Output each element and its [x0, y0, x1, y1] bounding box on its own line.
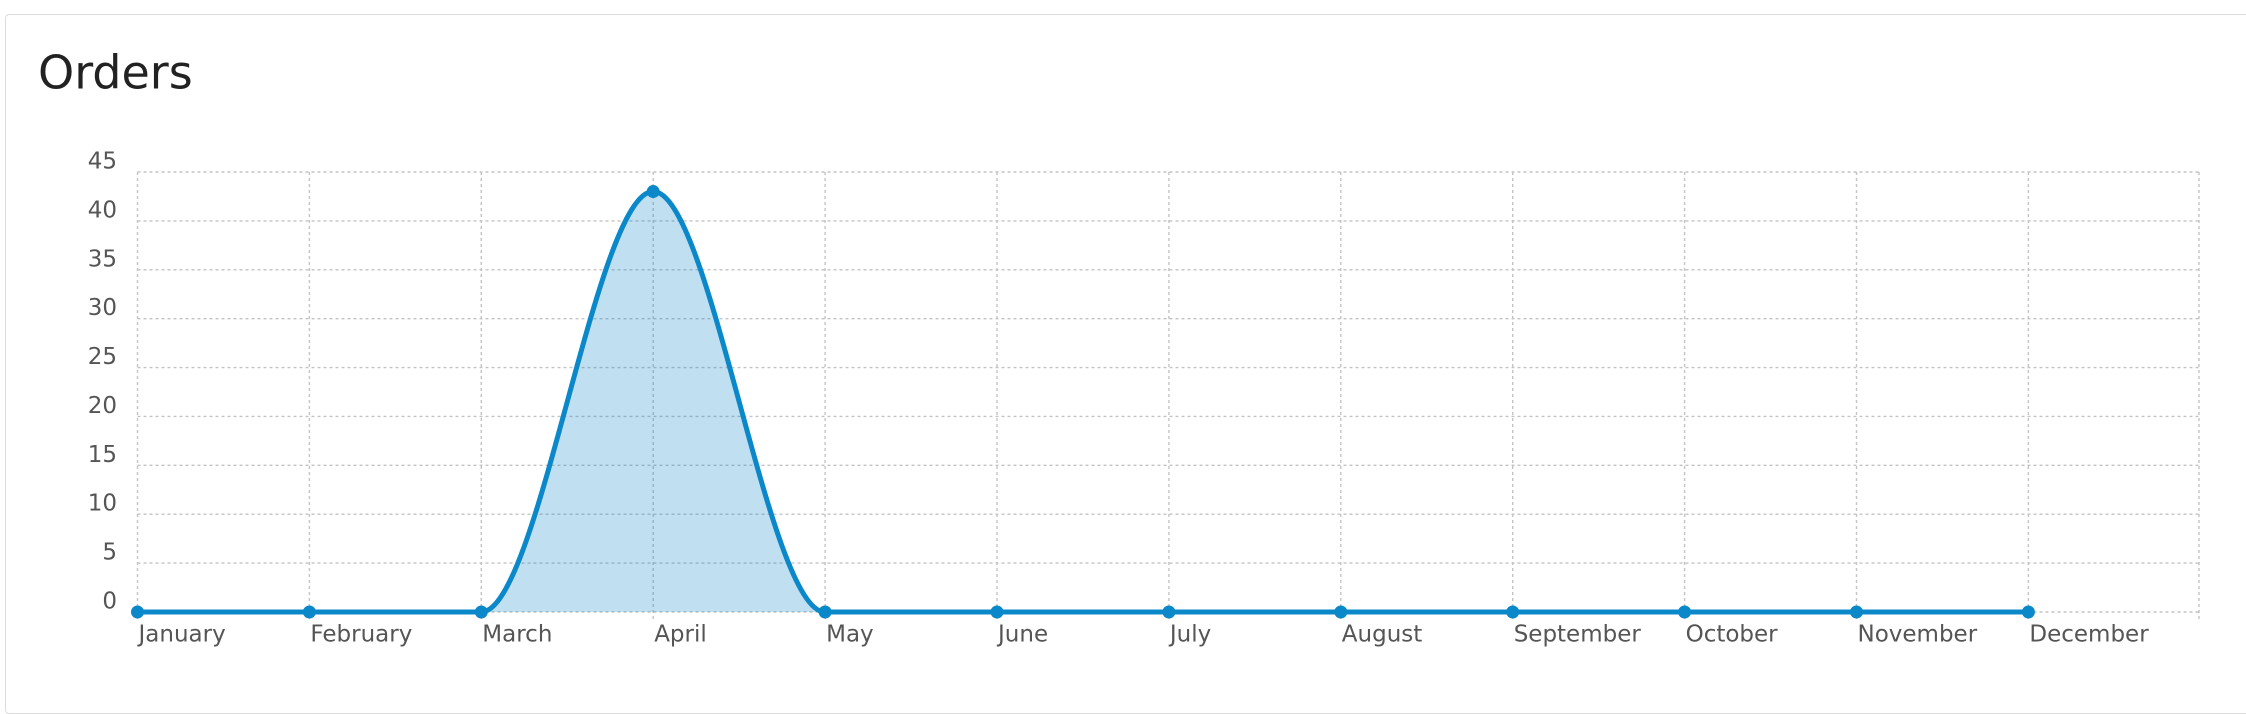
x-tick-label: November: [1858, 622, 1978, 648]
y-tick-label: 25: [88, 344, 117, 370]
x-tick-label: March: [482, 622, 552, 648]
chart-title: Orders: [38, 46, 193, 100]
x-tick-label: May: [826, 622, 874, 648]
point: [818, 605, 832, 619]
point: [474, 605, 488, 619]
y-tick-label: 40: [88, 197, 117, 223]
point: [646, 185, 660, 199]
y-tick-label: 30: [88, 295, 117, 321]
point: [1678, 605, 1692, 619]
x-tick-label: April: [654, 622, 707, 648]
x-tick-label: August: [1342, 622, 1423, 648]
x-tick-label: January: [137, 622, 226, 648]
point: [131, 605, 144, 619]
y-tick-label: 45: [88, 149, 117, 175]
x-tick-label: February: [310, 622, 412, 648]
point: [302, 605, 316, 619]
y-tick-label: 15: [88, 442, 117, 468]
y-tick-label: 10: [88, 491, 117, 517]
x-tick-label: December: [2029, 622, 2149, 648]
line: [137, 189, 2029, 615]
point: [1334, 605, 1348, 619]
point: [1506, 605, 1520, 619]
x-tick-label: October: [1686, 622, 1779, 648]
point: [990, 605, 1004, 619]
point: [2021, 605, 2035, 619]
x-tick-label: September: [1514, 622, 1642, 648]
y-tick-label: 5: [102, 540, 117, 566]
y-tick-label: 0: [102, 589, 117, 615]
page: Orders 0 5 10 15 20 25 30 35 40 45 January February…: [5, 14, 2246, 714]
point: [1850, 605, 1863, 619]
x-tick-label: July: [1168, 622, 1211, 648]
y-tick-label: 35: [88, 246, 117, 272]
x-tick-label: June: [996, 622, 1048, 648]
area: [137, 191, 2029, 613]
point: [1162, 605, 1176, 619]
chart: Orders 0 5 10 15 20 25 30 35 40 45 January February…: [38, 46, 2200, 648]
y-tick-label: 20: [88, 393, 117, 419]
